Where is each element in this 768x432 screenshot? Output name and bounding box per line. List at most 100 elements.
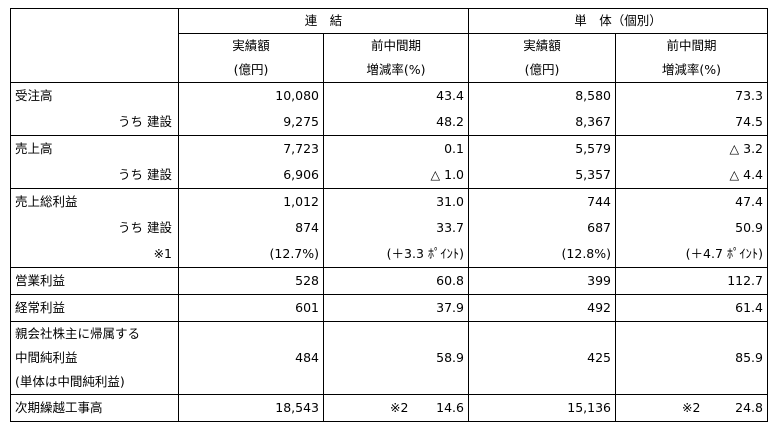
text-line: 前中間期	[370, 38, 421, 53]
group-header: 単 体（個別）	[468, 8, 768, 34]
data-row: うち 建設 6,906 △ 1.0 5,357 △ 4.4	[10, 162, 768, 189]
value-cell: 8,367	[468, 109, 616, 136]
value-cell: 1,012	[178, 188, 324, 215]
value-cell: 85.9	[615, 321, 768, 395]
text-line: (億円)	[524, 62, 560, 77]
value-cell: 61.4	[615, 294, 768, 322]
text-line: (億円)	[233, 62, 269, 77]
text-line: 親会社株主に帰属する	[15, 326, 141, 341]
row-label: 親会社株主に帰属する 中間純利益 (単体は中間純利益)	[10, 321, 179, 395]
text-line: 実績額	[232, 38, 270, 53]
header-row: 連 結 単 体（個別）	[10, 8, 768, 83]
value-cell: 399	[468, 267, 616, 295]
text-line: 増減率(%)	[366, 62, 426, 77]
value-cell: 31.0	[323, 188, 469, 215]
note-mark: ※2	[390, 400, 409, 415]
value-cell: 15,136	[468, 394, 616, 422]
row-label: うち 建設	[10, 162, 179, 189]
data-row: 経常利益 601 37.9 492 61.4	[10, 294, 768, 322]
text-line: 前中間期	[666, 38, 717, 53]
value-cell: 48.2	[323, 109, 469, 136]
data-row: ※1 (12.7%) (＋3.3 ﾎﾟｲﾝﾄ) (12.8%) (＋4.7 ﾎﾟｲﾝﾄ)	[10, 241, 768, 268]
text-line: うち 建設	[118, 114, 172, 129]
group-header: 連 結	[178, 8, 469, 34]
table-body: 受注高 10,080 43.4 8,580 73.3 うち 建設 9,275 48.2 8,36…	[10, 82, 768, 422]
value-cell: ※2 14.6	[323, 394, 469, 422]
value-cell: 33.7	[323, 215, 469, 241]
value-cell: 50.9	[615, 215, 768, 241]
value-cell: (12.7%)	[178, 241, 324, 268]
value-cell: 528	[178, 267, 324, 295]
value-cell: 8,580	[468, 82, 616, 109]
value-cell: 9,275	[178, 109, 324, 136]
value-cell: 6,906	[178, 162, 324, 189]
value-cell: 687	[468, 215, 616, 241]
data-row: 売上総利益 1,012 31.0 744 47.4	[10, 188, 768, 215]
text-line: 営業利益	[15, 273, 66, 288]
value-cell: ※2 24.8	[615, 394, 768, 422]
value-cell: (＋3.3 ﾎﾟｲﾝﾄ)	[323, 241, 469, 268]
text-line: 受注高	[15, 88, 53, 103]
value-cell: 601	[178, 294, 324, 322]
data-row: 親会社株主に帰属する 中間純利益 (単体は中間純利益) 484 58.9 425 85.9	[10, 321, 768, 395]
note-mark: ※2	[682, 400, 701, 415]
value-cell: 18,543	[178, 394, 324, 422]
column-header: 前中間期増減率(%)	[615, 33, 768, 83]
value-cell: △ 4.4	[615, 162, 768, 189]
data-row: 次期繰越工事高 18,543 ※2 14.6 15,136 ※2 24.8	[10, 394, 768, 422]
value-cell: 744	[468, 188, 616, 215]
value-cell: 7,723	[178, 135, 324, 162]
text-line: 実績額	[523, 38, 561, 53]
header-row: 実績額 (億円) 前中間期増減率(%) 実績額 (億円) 前中間期増減率(%)	[11, 33, 768, 83]
value-cell: △ 3.2	[615, 135, 768, 162]
value-cell: 5,357	[468, 162, 616, 189]
value-cell: 47.4	[615, 188, 768, 215]
row-label: 経常利益	[10, 294, 179, 322]
text-line: 売上高	[15, 141, 53, 156]
row-label: 売上総利益	[10, 188, 179, 215]
text-line: うち 建設	[118, 167, 172, 182]
column-header: 実績額 (億円)	[468, 33, 616, 83]
data-row: 営業利益 528 60.8 399 112.7	[10, 267, 768, 295]
value-cell: 492	[468, 294, 616, 322]
text-line: ※1	[153, 246, 172, 261]
value-cell: 0.1	[323, 135, 469, 162]
data-row: 売上高 7,723 0.1 5,579 △ 3.2	[10, 135, 768, 162]
value-cell: 874	[178, 215, 324, 241]
data-row: うち 建設 874 33.7 687 50.9	[10, 215, 768, 241]
row-label: うち 建設	[10, 215, 179, 241]
data-row: うち 建設 9,275 48.2 8,367 74.5	[10, 109, 768, 136]
value-cell: 73.3	[615, 82, 768, 109]
value-cell: (12.8%)	[468, 241, 616, 268]
text-line: 次期繰越工事高	[15, 400, 103, 415]
text-line: 中間純利益	[15, 350, 78, 365]
row-label: うち 建設	[10, 109, 179, 136]
data-row: 受注高 10,080 43.4 8,580 73.3	[10, 82, 768, 109]
value-cell: 112.7	[615, 267, 768, 295]
row-label: ※1	[10, 241, 179, 268]
value-cell: 484	[178, 321, 324, 395]
text-line: 増減率(%)	[661, 62, 722, 77]
cell-value: 24.8	[735, 400, 763, 415]
cell-value: 14.6	[436, 400, 464, 415]
value-cell: 5,579	[468, 135, 616, 162]
value-cell: 60.8	[323, 267, 469, 295]
text-line: 売上総利益	[15, 194, 78, 209]
results-table: 連 結 単 体（個別） 実績額 (億円) 前中間期増減率(%) 実績額 (億円) 前中間期…	[10, 8, 768, 422]
value-cell: 37.9	[323, 294, 469, 322]
row-label: 次期繰越工事高	[10, 394, 179, 422]
row-label: 売上高	[10, 135, 179, 162]
column-header: 前中間期増減率(%)	[323, 33, 469, 83]
value-cell: (＋4.7 ﾎﾟｲﾝﾄ)	[615, 241, 768, 268]
value-cell: 74.5	[615, 109, 768, 136]
text-line: 経常利益	[15, 300, 66, 315]
value-cell: 43.4	[323, 82, 469, 109]
value-cell: 425	[468, 321, 616, 395]
value-cell: △ 1.0	[323, 162, 469, 189]
row-label: 営業利益	[10, 267, 179, 295]
row-label: 受注高	[10, 82, 179, 109]
text-line: (単体は中間純利益)	[15, 374, 125, 389]
value-cell: 10,080	[178, 82, 324, 109]
value-cell: 58.9	[323, 321, 469, 395]
text-line: うち 建設	[118, 220, 172, 235]
